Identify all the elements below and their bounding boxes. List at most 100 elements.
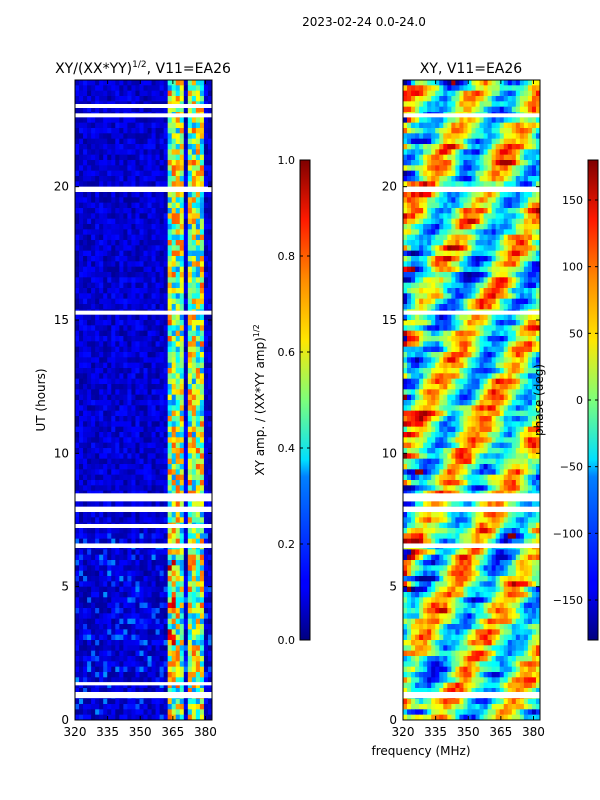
heat-cell: [523, 154, 529, 161]
heat-cell: [91, 368, 96, 374]
heat-cell: [535, 122, 540, 129]
heat-cell: [419, 170, 424, 177]
heat-cell: [111, 448, 116, 454]
heat-cell: [167, 288, 173, 294]
heat-cell: [163, 106, 169, 113]
heat-cell: [187, 400, 193, 406]
heat-cell: [183, 234, 189, 241]
heat-cell: [167, 138, 173, 145]
heat-cell: [79, 714, 84, 720]
heat-cell: [207, 437, 212, 444]
heat-cell: [515, 170, 521, 177]
heat-cell: [143, 421, 149, 428]
heat-cell: [79, 501, 84, 508]
heat-cell: [95, 677, 100, 684]
heat-cell: [79, 629, 84, 636]
heat-cell: [87, 224, 92, 230]
heat-cell: [167, 634, 173, 641]
heat-cell: [171, 469, 177, 476]
heat-cell: [143, 592, 149, 598]
heat-cell: [415, 144, 420, 150]
heat-cell: [99, 656, 104, 662]
heat-cell: [75, 213, 80, 220]
heat-cell: [179, 474, 185, 481]
heat-cell: [503, 133, 509, 140]
heat-cell: [131, 645, 136, 652]
heat-cell: [175, 250, 181, 257]
heat-cell: [155, 245, 161, 252]
heat-cell: [171, 565, 177, 572]
heat-cell: [111, 549, 116, 556]
heat-cell: [115, 453, 120, 460]
heat-cell: [95, 117, 100, 124]
heat-cell: [491, 154, 497, 161]
heat-cell: [75, 592, 80, 598]
heat-cell: [155, 122, 161, 129]
heat-cell: [179, 224, 185, 230]
heat-cell: [115, 656, 120, 662]
heat-cell: [99, 432, 104, 438]
heat-cell: [179, 384, 185, 390]
heat-cell: [131, 586, 136, 593]
heat-cell: [103, 645, 108, 652]
heat-cell: [143, 432, 149, 438]
heat-cell: [155, 597, 161, 604]
heat-cell: [183, 656, 189, 662]
heat-cell: [79, 458, 84, 465]
heat-cell: [483, 144, 489, 150]
heat-cell: [151, 464, 157, 470]
heat-cell: [151, 85, 157, 92]
heat-cell: [151, 298, 157, 305]
heat-cell: [507, 197, 513, 204]
heat-cell: [99, 229, 104, 236]
heat-cell: [147, 634, 153, 641]
heat-cell: [95, 85, 100, 92]
heat-cell: [123, 181, 128, 188]
heat-cell: [111, 192, 116, 198]
heat-cell: [139, 298, 144, 305]
heat-cell: [167, 629, 173, 636]
heat-cell: [79, 384, 84, 390]
heat-cell: [207, 165, 212, 172]
heat-cell: [95, 122, 100, 129]
heat-cell: [471, 197, 477, 204]
heat-cell: [151, 448, 157, 454]
heat-cell: [207, 485, 212, 492]
heat-cell: [127, 320, 132, 326]
heat-cell: [79, 400, 84, 406]
heat-cell: [163, 677, 169, 684]
heat-cell: [115, 602, 120, 609]
heat-cell: [115, 480, 120, 486]
heat-cell: [99, 288, 104, 294]
heat-cell: [75, 293, 80, 300]
heat-cell: [111, 314, 116, 321]
heat-cell: [135, 368, 140, 374]
heat-cell: [107, 224, 112, 230]
heat-cell: [423, 197, 428, 204]
heat-cell: [79, 277, 84, 284]
heat-cell: [131, 250, 136, 257]
heat-cell: [111, 106, 116, 113]
heat-cell: [403, 90, 408, 97]
heat-cell: [195, 282, 201, 289]
heat-cell: [431, 197, 436, 204]
heat-cell: [203, 224, 209, 230]
heat-cell: [531, 197, 537, 204]
heat-cell: [131, 474, 136, 481]
heat-cell: [147, 85, 153, 92]
heat-cell: [403, 170, 408, 177]
heat-cell: [151, 410, 157, 417]
heat-cell: [143, 512, 149, 518]
heat-cell: [143, 272, 149, 278]
heat-cell: [179, 277, 185, 284]
heat-cell: [175, 480, 181, 486]
heat-cell: [171, 570, 177, 577]
heat-cell: [167, 218, 173, 225]
heat-cell: [171, 346, 177, 353]
heat-cell: [103, 138, 108, 145]
heat-cell: [183, 597, 189, 604]
heat-cell: [115, 677, 120, 684]
heat-cell: [491, 122, 497, 129]
heat-cell: [183, 106, 189, 113]
heat-cell: [139, 80, 144, 86]
